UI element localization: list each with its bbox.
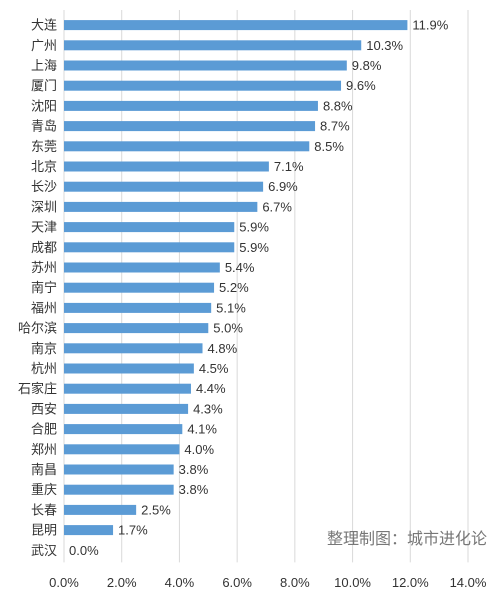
value-label-11: 5.9% bbox=[239, 240, 269, 255]
value-label-18: 4.4% bbox=[196, 381, 226, 396]
bar-9 bbox=[64, 201, 258, 212]
value-label-7: 7.1% bbox=[274, 159, 304, 174]
x-tick-label-1: 2.0% bbox=[107, 575, 137, 590]
category-label-21: 郑州 bbox=[31, 443, 57, 458]
bar-22 bbox=[64, 464, 174, 475]
bar-6 bbox=[64, 141, 310, 152]
x-tick-label-3: 6.0% bbox=[222, 575, 252, 590]
value-label-17: 4.5% bbox=[199, 361, 229, 376]
category-label-16: 南京 bbox=[31, 341, 57, 357]
bar-13 bbox=[64, 282, 215, 293]
value-label-2: 9.8% bbox=[352, 58, 382, 73]
bar-24 bbox=[64, 504, 137, 515]
category-label-25: 昆明 bbox=[31, 524, 57, 539]
value-label-4: 8.8% bbox=[323, 98, 353, 113]
bar-1 bbox=[64, 40, 362, 51]
value-label-14: 5.1% bbox=[216, 300, 246, 315]
bar-20 bbox=[64, 424, 183, 435]
value-label-26: 0.0% bbox=[69, 543, 99, 558]
category-label-26: 武汉 bbox=[31, 544, 57, 559]
category-labels: 大连广州上海厦门沈阳青岛东莞北京长沙深圳天津成都苏州南宁福州哈尔滨南京杭州石家庄… bbox=[18, 18, 57, 559]
category-label-13: 南宁 bbox=[31, 280, 57, 296]
category-label-10: 天津 bbox=[31, 221, 57, 236]
bar-17 bbox=[64, 363, 194, 374]
value-label-24: 2.5% bbox=[141, 502, 171, 517]
value-label-13: 5.2% bbox=[219, 280, 249, 295]
value-labels: 11.9% 10.3% 9.8% 9.6% 8.8% 8.7% 8.5% 7.1% 6.9% 6.… bbox=[69, 18, 449, 558]
value-label-3: 9.6% bbox=[346, 78, 376, 93]
category-label-18: 石家庄 bbox=[18, 381, 57, 397]
bar-11 bbox=[64, 242, 235, 253]
bars bbox=[64, 20, 408, 536]
bar-15 bbox=[64, 323, 209, 334]
x-tick-label-7: 14.0% bbox=[450, 575, 487, 590]
value-label-23: 3.8% bbox=[179, 482, 209, 497]
bar-3 bbox=[64, 80, 342, 91]
value-label-5: 8.7% bbox=[320, 119, 350, 134]
bar-2 bbox=[64, 60, 347, 71]
bar-8 bbox=[64, 181, 264, 192]
category-label-12: 苏州 bbox=[31, 260, 57, 276]
category-label-3: 厦门 bbox=[31, 79, 57, 94]
value-label-12: 5.4% bbox=[225, 260, 255, 275]
bar-4 bbox=[64, 100, 318, 111]
bar-23 bbox=[64, 484, 174, 495]
bar-0 bbox=[64, 20, 408, 31]
category-label-17: 杭州 bbox=[31, 362, 57, 377]
bar-16 bbox=[64, 343, 203, 354]
category-label-6: 东莞 bbox=[31, 140, 57, 155]
category-label-0: 大连 bbox=[31, 18, 57, 34]
bar-5 bbox=[64, 121, 316, 132]
watermark-text: 整理制图：城市进化论 bbox=[327, 529, 487, 548]
category-label-15: 哈尔滨 bbox=[18, 321, 57, 337]
x-tick-label-4: 8.0% bbox=[280, 575, 310, 590]
category-label-7: 北京 bbox=[31, 160, 57, 175]
value-label-16: 4.8% bbox=[208, 341, 238, 356]
category-label-19: 西安 bbox=[31, 402, 57, 417]
bar-19 bbox=[64, 403, 189, 414]
value-label-6: 8.5% bbox=[314, 139, 344, 154]
category-label-8: 长沙 bbox=[31, 180, 57, 195]
value-label-20: 4.1% bbox=[187, 422, 217, 437]
bar-14 bbox=[64, 302, 212, 313]
category-label-4: 沈阳 bbox=[31, 99, 57, 114]
category-label-23: 重庆 bbox=[31, 482, 57, 498]
category-label-24: 长春 bbox=[31, 503, 57, 518]
category-label-1: 广州 bbox=[31, 39, 57, 54]
x-tick-label-5: 10.0% bbox=[334, 575, 371, 590]
value-label-21: 4.0% bbox=[184, 442, 214, 457]
value-label-25: 1.7% bbox=[118, 523, 148, 538]
bar-7 bbox=[64, 161, 269, 172]
category-label-11: 成都 bbox=[31, 241, 57, 256]
value-label-10: 5.9% bbox=[239, 220, 269, 235]
category-label-2: 上海 bbox=[31, 59, 57, 74]
value-label-15: 5.0% bbox=[213, 321, 243, 336]
bar-18 bbox=[64, 383, 191, 394]
bar-12 bbox=[64, 262, 220, 273]
category-label-9: 深圳 bbox=[31, 200, 57, 215]
value-label-0: 11.9% bbox=[412, 18, 448, 33]
bar-21 bbox=[64, 444, 180, 455]
x-tick-label-6: 12.0% bbox=[392, 575, 429, 590]
category-label-5: 青岛 bbox=[31, 119, 57, 135]
value-label-1: 10.3% bbox=[366, 38, 403, 53]
bar-10 bbox=[64, 222, 235, 233]
value-label-22: 3.8% bbox=[179, 462, 209, 477]
category-label-14: 福州 bbox=[31, 301, 57, 316]
value-label-8: 6.9% bbox=[268, 179, 298, 194]
value-label-9: 6.7% bbox=[262, 199, 292, 214]
bar-25 bbox=[64, 525, 114, 536]
x-tick-label-0: 0.0% bbox=[49, 575, 79, 590]
value-label-19: 4.3% bbox=[193, 401, 223, 416]
x-tick-label-2: 4.0% bbox=[165, 575, 195, 590]
category-label-22: 南昌 bbox=[31, 462, 57, 478]
x-axis-ticks: 0.0% 2.0% 4.0% 6.0% 8.0% 10.0% 12.0% 14.0% bbox=[49, 575, 487, 590]
category-label-20: 合肥 bbox=[31, 423, 57, 438]
